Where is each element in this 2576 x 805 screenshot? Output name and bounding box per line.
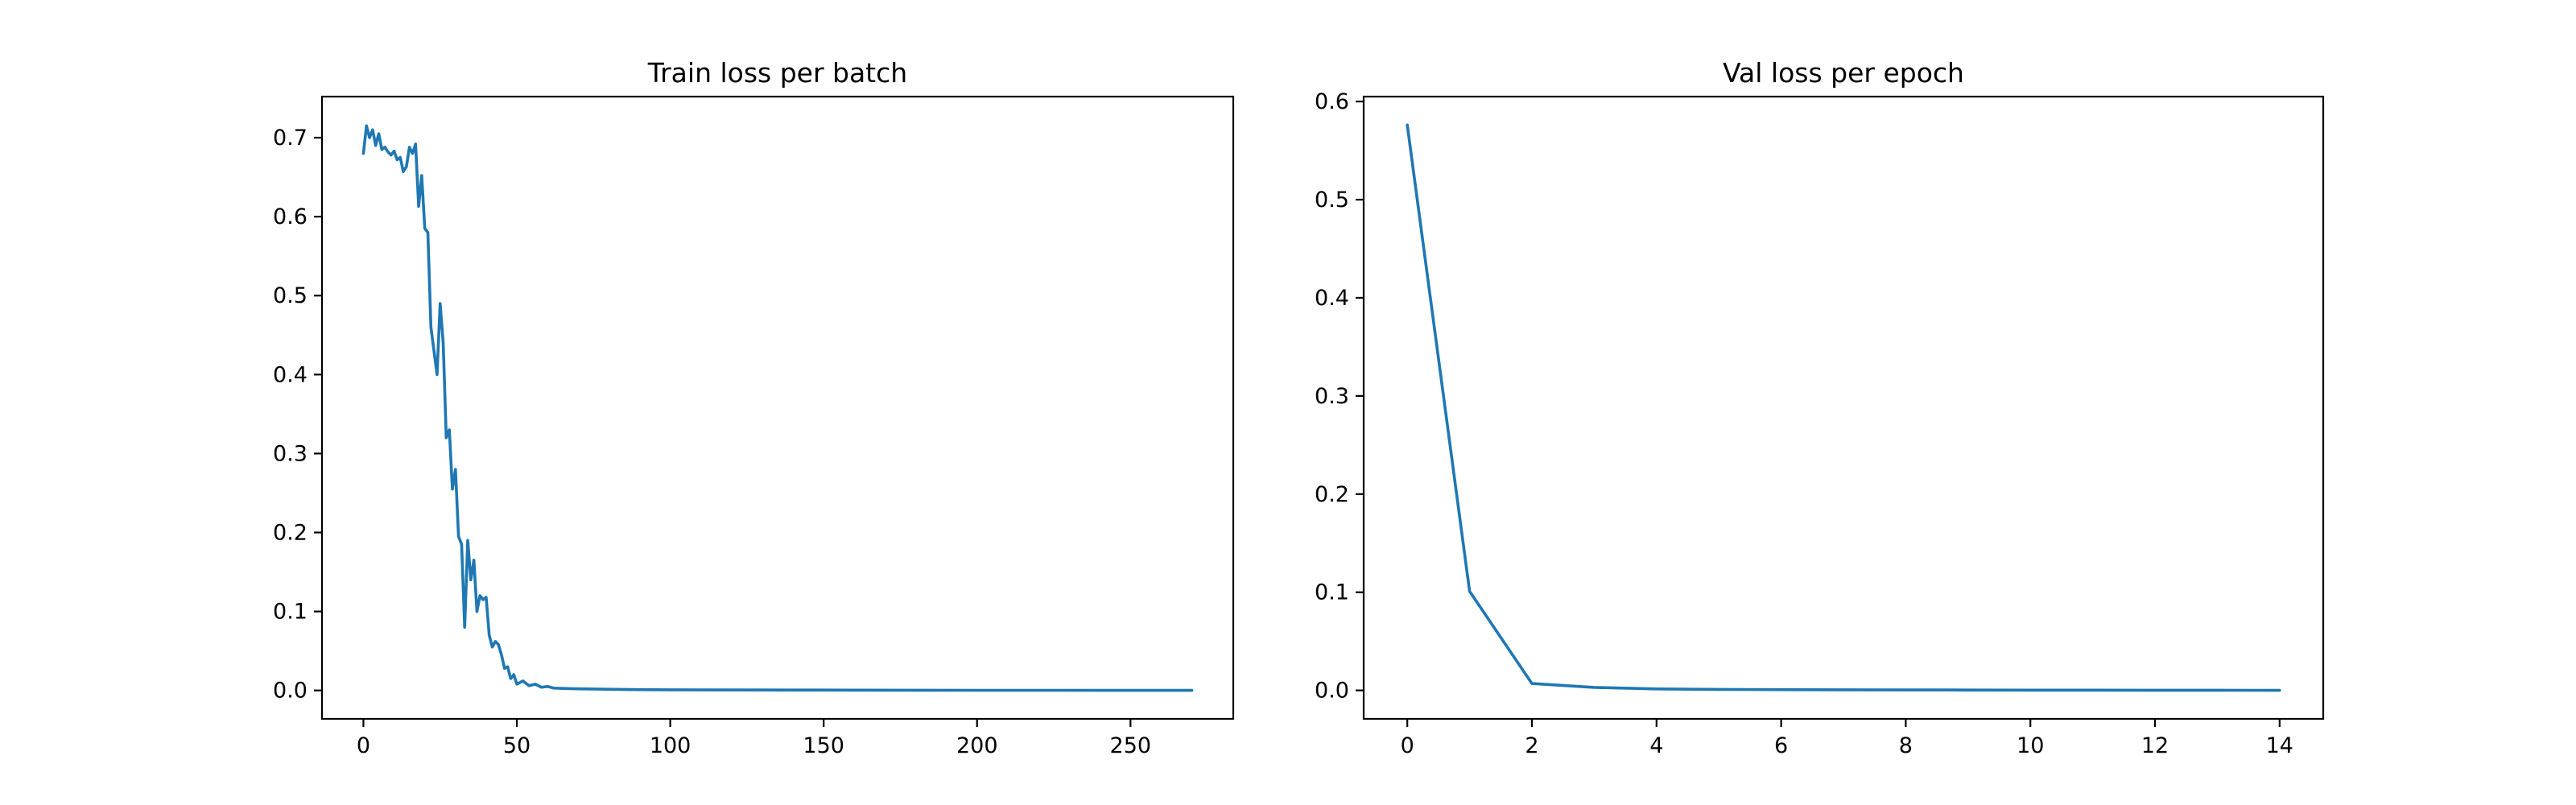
train-loss-y-tick-label: 0.2 (273, 520, 308, 545)
val-loss-x-tick-label: 12 (2141, 733, 2169, 758)
train-loss-y-tick-label: 0.6 (273, 204, 308, 229)
train-loss-y-tick-label: 0.0 (273, 679, 308, 704)
val-loss-x-tick-label: 14 (2266, 733, 2293, 758)
train-loss-y-tick-label: 0.1 (273, 600, 308, 625)
val-loss-x-tick-label: 6 (1774, 733, 1788, 758)
val-loss-x-tick-label: 8 (1899, 733, 1913, 758)
val-loss-x-tick-label: 10 (2017, 733, 2044, 758)
val-loss-y-tick-label: 0.2 (1315, 482, 1349, 507)
train-loss-series-line (361, 124, 1194, 692)
train-loss-y-tick-label: 0.7 (273, 126, 308, 151)
val-loss-x-tick-label: 2 (1525, 733, 1538, 758)
val-loss-x-tick-label: 4 (1649, 733, 1663, 758)
val-loss-title: Val loss per epoch (1723, 57, 1964, 89)
train-loss-x-tick-label: 200 (956, 733, 998, 758)
val-loss-y-tick-label: 0.3 (1315, 384, 1349, 409)
train-loss-x-tick-label: 150 (803, 733, 844, 758)
val-loss-y-tick-label: 0.0 (1315, 679, 1349, 704)
train-loss-axes-frame (320, 95, 1235, 720)
train-loss-y-tick-label: 0.3 (273, 441, 308, 466)
train-loss-x-tick-label: 0 (357, 733, 370, 758)
val-loss-chart: Val loss per epoch 0 2 4 6 8 10 12 14 0.0 0.1 0.2 0.… (1315, 57, 2325, 758)
train-loss-x-tick-label: 100 (650, 733, 691, 758)
val-loss-y-tick-label: 0.6 (1315, 89, 1349, 114)
val-loss-y-tick-label: 0.4 (1315, 286, 1349, 311)
val-loss-y-tick-label: 0.1 (1315, 580, 1349, 605)
train-loss-x-tick-label: 250 (1110, 733, 1152, 758)
val-loss-y-tick-label: 0.5 (1315, 188, 1349, 213)
train-loss-chart: Train loss per batch 0 50 100 150 200 250 0.0 0.… (273, 57, 1235, 758)
train-loss-x-tick-label: 50 (503, 733, 530, 758)
train-loss-y-tick-label: 0.5 (273, 283, 308, 308)
train-loss-y-tick-label: 0.4 (273, 362, 308, 387)
val-loss-axes-frame (1362, 95, 2325, 720)
val-loss-series-line (1406, 123, 2281, 692)
train-loss-title: Train loss per batch (647, 57, 907, 89)
val-loss-x-tick-label: 0 (1401, 733, 1414, 758)
